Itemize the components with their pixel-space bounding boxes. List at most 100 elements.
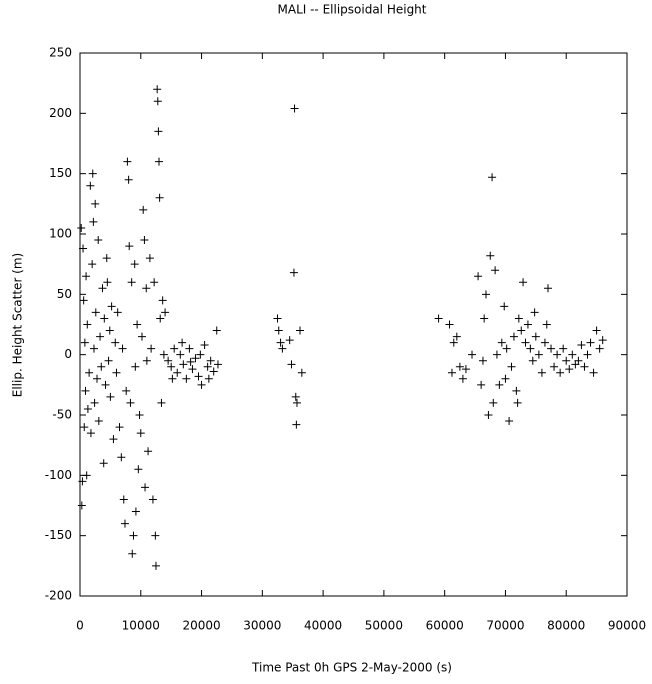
point (124, 175, 133, 184)
y-tick-label: 150 (49, 166, 72, 180)
point (543, 284, 552, 293)
point (204, 374, 213, 383)
point (565, 365, 574, 374)
point (104, 356, 113, 365)
point (491, 266, 500, 275)
point (117, 453, 126, 462)
point (154, 127, 163, 136)
y-tick-label: -200 (45, 589, 72, 603)
point (292, 420, 301, 429)
point (291, 392, 300, 401)
point (478, 356, 487, 365)
point (89, 217, 98, 226)
point (135, 411, 144, 419)
point (531, 332, 540, 341)
point (492, 350, 501, 359)
point (589, 368, 598, 377)
point (550, 362, 559, 371)
point (495, 380, 504, 389)
y-tick-label: 50 (57, 287, 72, 301)
point (191, 354, 200, 363)
point (79, 244, 88, 253)
point (161, 308, 170, 317)
point (296, 326, 305, 335)
x-tick-label: 50000 (365, 619, 403, 633)
point (289, 268, 298, 277)
point (115, 423, 124, 432)
point (477, 380, 486, 389)
point (509, 332, 518, 341)
point (136, 429, 145, 438)
x-tick-label: 10000 (122, 619, 160, 633)
point (517, 326, 526, 335)
point (105, 326, 114, 335)
point (273, 314, 282, 323)
point (449, 338, 458, 347)
point (80, 338, 89, 347)
point (130, 260, 139, 269)
point (598, 336, 607, 345)
point (131, 362, 140, 371)
point (89, 344, 98, 353)
y-tick-label: 250 (49, 46, 72, 60)
x-tick-label: 80000 (547, 619, 585, 633)
point (547, 344, 556, 353)
point (196, 350, 205, 359)
point (276, 338, 285, 347)
point (212, 326, 221, 335)
point (542, 320, 551, 329)
point (458, 374, 467, 383)
point (468, 350, 477, 359)
y-tick-label: -50 (52, 408, 72, 422)
point (164, 356, 173, 365)
point (106, 392, 115, 401)
point (86, 181, 95, 190)
point (128, 549, 137, 558)
point (156, 314, 165, 323)
point (488, 173, 497, 182)
point (203, 362, 212, 371)
point (528, 356, 537, 365)
point (562, 356, 571, 365)
point (141, 483, 150, 492)
point (145, 254, 154, 263)
point (290, 104, 299, 113)
point (142, 284, 151, 293)
point (153, 97, 162, 106)
point (540, 338, 549, 347)
point (173, 368, 182, 377)
point (514, 314, 523, 323)
point (197, 380, 206, 389)
x-tick-label: 70000 (486, 619, 524, 633)
point (489, 398, 498, 407)
point (185, 344, 194, 353)
point (512, 386, 521, 395)
point (148, 495, 157, 504)
point (159, 350, 168, 359)
point (194, 372, 203, 381)
point (78, 477, 87, 486)
point (297, 368, 306, 377)
point (176, 350, 185, 359)
x-tick-label: 20000 (182, 619, 220, 633)
point (461, 365, 470, 374)
point (77, 223, 86, 232)
point (133, 320, 142, 329)
point (140, 236, 149, 245)
point (93, 374, 102, 383)
point (123, 157, 132, 166)
point (83, 320, 92, 329)
point (530, 308, 539, 317)
point (103, 278, 112, 287)
point (100, 314, 109, 323)
point (122, 386, 131, 395)
point (586, 338, 595, 347)
point (519, 278, 528, 287)
point (119, 495, 128, 504)
point (501, 374, 510, 383)
point (142, 356, 151, 365)
point (77, 501, 86, 510)
point (474, 272, 483, 281)
point (151, 561, 160, 570)
